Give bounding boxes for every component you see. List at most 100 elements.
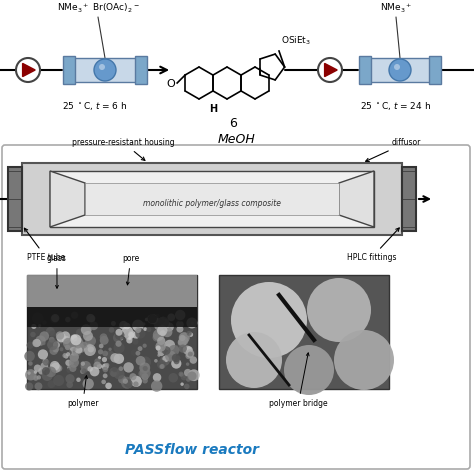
Circle shape — [38, 349, 48, 359]
Circle shape — [148, 314, 157, 323]
Circle shape — [113, 333, 123, 343]
Circle shape — [132, 319, 144, 331]
Circle shape — [185, 353, 191, 359]
Circle shape — [51, 363, 61, 373]
Circle shape — [114, 342, 125, 354]
Circle shape — [75, 344, 85, 353]
Circle shape — [29, 375, 34, 380]
Circle shape — [103, 374, 108, 378]
Circle shape — [180, 373, 183, 376]
Circle shape — [49, 337, 55, 343]
Circle shape — [69, 365, 76, 372]
Circle shape — [169, 345, 179, 356]
Circle shape — [110, 353, 120, 363]
Text: O: O — [166, 79, 175, 89]
Circle shape — [31, 324, 36, 329]
Circle shape — [190, 356, 197, 364]
Circle shape — [137, 346, 143, 351]
Circle shape — [59, 342, 70, 353]
Circle shape — [154, 320, 164, 331]
Circle shape — [51, 314, 59, 322]
Circle shape — [158, 317, 165, 324]
Circle shape — [65, 317, 71, 322]
Circle shape — [76, 377, 81, 382]
Circle shape — [160, 364, 164, 369]
Circle shape — [183, 347, 186, 350]
Circle shape — [191, 321, 194, 325]
Circle shape — [155, 341, 166, 352]
Circle shape — [38, 368, 45, 374]
Circle shape — [93, 362, 101, 369]
Circle shape — [33, 339, 41, 347]
Circle shape — [81, 361, 91, 372]
Circle shape — [231, 282, 307, 358]
Circle shape — [118, 325, 122, 328]
Circle shape — [334, 330, 394, 390]
Circle shape — [142, 378, 148, 383]
Circle shape — [101, 380, 106, 384]
Circle shape — [132, 338, 138, 345]
Circle shape — [73, 347, 76, 352]
Circle shape — [129, 373, 137, 380]
Text: $25$ $^\circ$C, $t$ = 6 h: $25$ $^\circ$C, $t$ = 6 h — [62, 100, 128, 112]
Circle shape — [99, 344, 103, 348]
Circle shape — [100, 333, 107, 341]
Circle shape — [189, 332, 193, 337]
Circle shape — [65, 374, 75, 383]
Circle shape — [187, 372, 197, 381]
FancyBboxPatch shape — [2, 145, 470, 469]
Circle shape — [226, 332, 282, 388]
Circle shape — [99, 64, 105, 70]
Circle shape — [43, 359, 49, 365]
Circle shape — [162, 317, 164, 319]
Circle shape — [60, 347, 64, 351]
Circle shape — [138, 369, 147, 378]
Circle shape — [102, 351, 108, 356]
Circle shape — [87, 366, 93, 372]
Circle shape — [179, 372, 183, 377]
Circle shape — [157, 354, 160, 357]
Bar — [8, 167, 22, 231]
Circle shape — [158, 349, 165, 356]
Bar — [85, 183, 339, 215]
Circle shape — [167, 313, 175, 321]
Bar — [50, 171, 374, 227]
Circle shape — [151, 380, 163, 392]
Circle shape — [34, 365, 41, 372]
Circle shape — [102, 357, 107, 362]
Text: HPLC fittings: HPLC fittings — [347, 228, 399, 262]
Circle shape — [73, 347, 82, 356]
Circle shape — [42, 370, 53, 381]
Circle shape — [145, 318, 148, 321]
Circle shape — [318, 58, 342, 82]
Circle shape — [164, 344, 175, 354]
Circle shape — [118, 366, 123, 371]
Circle shape — [102, 364, 109, 370]
Circle shape — [164, 322, 170, 328]
Circle shape — [160, 356, 170, 366]
Circle shape — [53, 375, 64, 386]
Circle shape — [90, 317, 95, 322]
Circle shape — [128, 332, 135, 338]
Circle shape — [97, 364, 102, 369]
Circle shape — [164, 350, 169, 355]
Circle shape — [124, 379, 133, 388]
Circle shape — [136, 351, 140, 356]
Circle shape — [184, 383, 190, 389]
Circle shape — [55, 315, 58, 319]
Circle shape — [46, 366, 56, 377]
Circle shape — [186, 318, 197, 328]
Circle shape — [90, 367, 100, 376]
Circle shape — [90, 321, 98, 330]
Circle shape — [174, 345, 181, 352]
Circle shape — [128, 337, 131, 340]
Circle shape — [63, 338, 74, 348]
Circle shape — [126, 381, 131, 386]
Text: pressure-resistant housing: pressure-resistant housing — [72, 138, 174, 160]
Circle shape — [25, 369, 36, 381]
Circle shape — [30, 332, 36, 337]
Circle shape — [71, 335, 78, 342]
Circle shape — [66, 368, 71, 373]
Circle shape — [70, 362, 74, 365]
Circle shape — [75, 346, 82, 354]
